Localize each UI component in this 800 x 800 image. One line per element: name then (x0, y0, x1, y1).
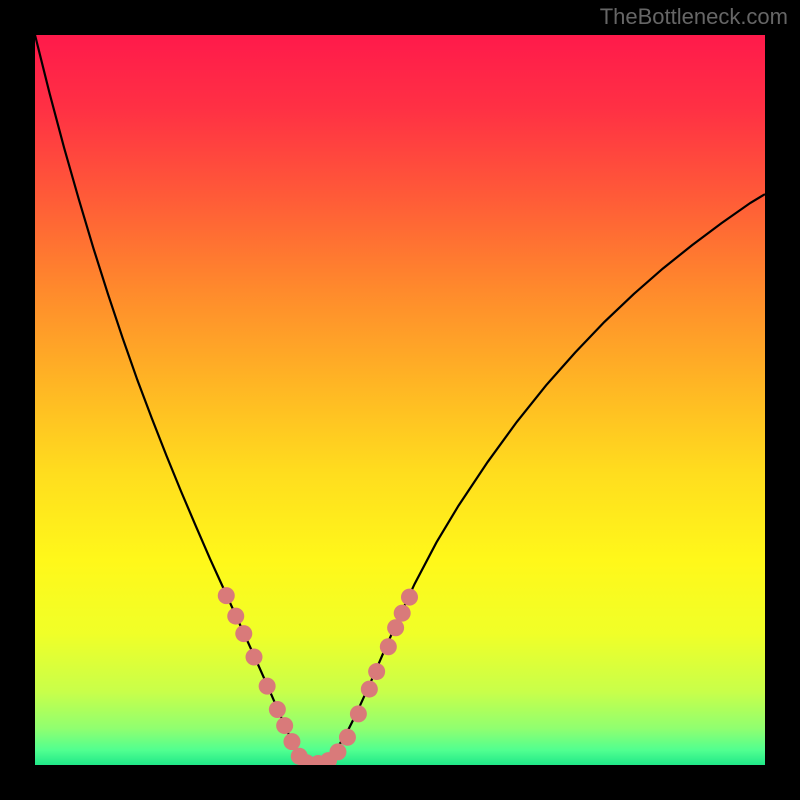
data-dot (235, 625, 252, 642)
data-dot (276, 717, 293, 734)
data-dot (361, 681, 378, 698)
curve-left (35, 35, 312, 764)
data-dot (387, 619, 404, 636)
data-dot (394, 605, 411, 622)
data-dot (259, 678, 276, 695)
data-dot (368, 663, 385, 680)
data-dot (350, 705, 367, 722)
data-dot (269, 701, 286, 718)
watermark-text: TheBottleneck.com (600, 4, 788, 30)
data-dot (246, 648, 263, 665)
data-dot (283, 733, 300, 750)
plot-area (35, 35, 765, 765)
data-dots (218, 587, 418, 765)
data-dot (329, 743, 346, 760)
data-dot (218, 587, 235, 604)
data-dot (380, 638, 397, 655)
curves-overlay (35, 35, 765, 765)
data-dot (339, 729, 356, 746)
data-dot (401, 589, 418, 606)
data-dot (227, 608, 244, 625)
